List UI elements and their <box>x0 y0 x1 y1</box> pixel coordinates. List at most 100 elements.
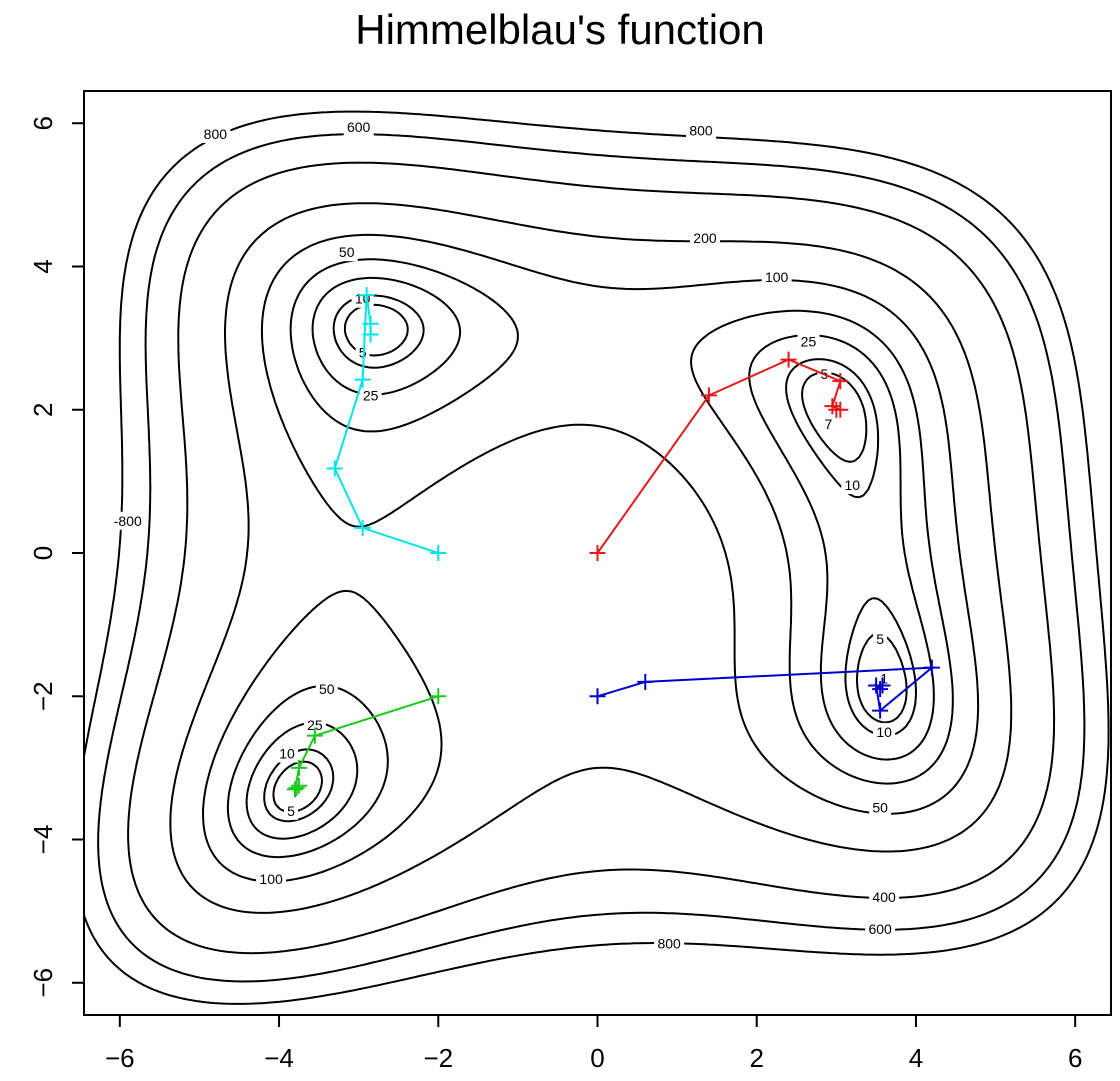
optimization-path-0 <box>326 287 447 561</box>
y-tick-label: −4 <box>28 825 58 855</box>
x-tick-label: 6 <box>1068 1043 1082 1073</box>
contour-label: 600 <box>347 119 371 135</box>
contour-label: 400 <box>872 889 896 905</box>
contour-label: 25 <box>307 717 323 733</box>
path-point <box>354 519 371 536</box>
path-point <box>358 287 375 304</box>
x-tick-label: 2 <box>749 1043 763 1073</box>
contour-label: 25 <box>801 334 817 350</box>
contour-line-5 <box>272 303 908 813</box>
contour-label-bg <box>841 475 864 494</box>
contour-line-25 <box>245 276 935 840</box>
path-point <box>874 677 891 694</box>
x-tick-label: −4 <box>264 1043 294 1073</box>
contour-label-bg <box>685 121 716 140</box>
contour-label: 100 <box>259 871 283 887</box>
path-point <box>288 779 305 796</box>
contour-label-bg <box>303 715 326 734</box>
contour-label: 800 <box>657 935 681 951</box>
contour-label: 50 <box>872 799 888 815</box>
path-point <box>589 545 606 561</box>
path-point <box>637 673 654 690</box>
optimization-paths <box>286 287 940 798</box>
contour-label-bg <box>108 511 147 530</box>
contour-label-bg <box>359 386 382 405</box>
y-tick-label: 2 <box>28 403 58 417</box>
path-line <box>293 695 439 793</box>
y-tick-label: −6 <box>28 968 58 998</box>
path-point <box>290 777 307 794</box>
path-point <box>286 781 303 798</box>
contour-label: 600 <box>868 921 892 937</box>
contour-label: 5 <box>287 803 295 819</box>
x-tick-label: 4 <box>909 1043 923 1073</box>
path-point <box>700 387 717 404</box>
contour-label: 800 <box>204 126 228 142</box>
contour-label-bg <box>689 228 720 247</box>
contour-line-50 <box>226 258 954 859</box>
contour-label: 25 <box>363 387 379 403</box>
contour-line-400 <box>127 161 1056 955</box>
contour-label-bg <box>761 268 792 287</box>
path-point <box>326 460 343 477</box>
contour-label: 5 <box>876 631 884 647</box>
contour-label-bg <box>865 920 896 939</box>
contour-label-bg <box>869 887 900 906</box>
path-point <box>430 545 447 561</box>
contour-label-bg <box>283 801 298 820</box>
contour-line-100 <box>202 233 980 883</box>
y-tick-label: 0 <box>28 546 58 560</box>
contour-label: 50 <box>319 681 335 697</box>
path-point <box>290 759 307 776</box>
contour-label: 10 <box>844 477 860 493</box>
contour-label: 50 <box>339 244 355 260</box>
contour-labels: 800 600 800 200 100 50 10 5 25 25 5 7 10 -800 50 25 10 5 1… <box>108 117 900 953</box>
path-line <box>596 358 842 554</box>
path-point <box>923 659 940 676</box>
contour-label-bg <box>335 243 358 262</box>
axes: −6 −4 −2 0 2 4 6 −6 −4 −2 0 2 4 6 <box>28 116 1082 1073</box>
path-point <box>306 727 323 744</box>
contour-label-bg <box>200 124 231 143</box>
contour-label: 10 <box>279 746 295 762</box>
contour-label: 100 <box>765 269 789 285</box>
path-point <box>872 681 889 698</box>
contour-line-600 <box>97 133 1086 983</box>
contour-label-bg <box>654 934 685 953</box>
x-tick-label: 0 <box>590 1043 604 1073</box>
contour-label-bg <box>355 343 370 362</box>
contour-label-bg <box>873 723 896 742</box>
contour-label: 200 <box>693 230 717 246</box>
contour-label: -800 <box>114 513 142 529</box>
contour-label-bg <box>797 332 820 351</box>
path-point <box>780 351 797 368</box>
contour-label: 800 <box>689 122 713 138</box>
contour-label: 5 <box>359 344 367 360</box>
contour-label-bg <box>873 629 888 648</box>
x-tick-label: −2 <box>423 1043 453 1073</box>
path-point <box>354 371 371 388</box>
contour-line-200 <box>169 202 1013 914</box>
path-point <box>589 688 606 705</box>
contour-label-bg <box>315 680 338 699</box>
contour-label: 7 <box>824 416 832 432</box>
path-point <box>824 398 841 415</box>
path-point <box>828 401 845 418</box>
x-tick-label: −6 <box>105 1043 135 1073</box>
contour-label-bg <box>869 798 892 817</box>
contour-label-bg <box>821 415 836 434</box>
contour-lines <box>84 110 1110 1005</box>
contour-label-bg <box>256 869 287 888</box>
contour-label-bg <box>343 117 374 136</box>
path-point <box>872 702 889 719</box>
path-point <box>362 326 379 343</box>
optimization-path-2 <box>589 659 940 719</box>
contour-line-800 <box>84 110 1110 1005</box>
chart-title: Himmelblau's function <box>355 6 765 53</box>
optimization-path-1 <box>589 351 849 561</box>
y-tick-label: 4 <box>28 259 58 273</box>
contour-label-bg <box>276 744 299 763</box>
contour-label: 10 <box>876 724 892 740</box>
path-point <box>430 688 447 705</box>
